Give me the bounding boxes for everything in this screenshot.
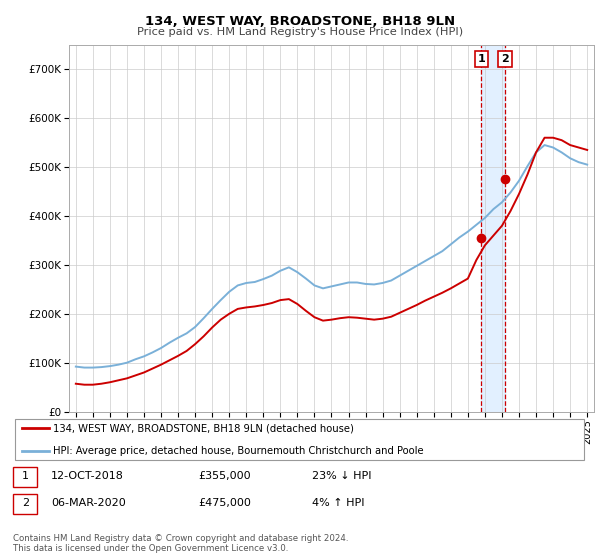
Text: 23% ↓ HPI: 23% ↓ HPI [312,471,371,481]
FancyBboxPatch shape [15,419,584,460]
Text: 2: 2 [22,498,29,508]
Text: £475,000: £475,000 [198,498,251,508]
Text: HPI: Average price, detached house, Bournemouth Christchurch and Poole: HPI: Average price, detached house, Bour… [53,446,424,456]
Text: 1: 1 [478,54,485,64]
Text: 134, WEST WAY, BROADSTONE, BH18 9LN: 134, WEST WAY, BROADSTONE, BH18 9LN [145,15,455,27]
Bar [481,45,505,412]
Text: 134, WEST WAY, BROADSTONE, BH18 9LN (detached house): 134, WEST WAY, BROADSTONE, BH18 9LN (det… [53,423,355,433]
Text: 06-MAR-2020: 06-MAR-2020 [51,498,126,508]
Text: £355,000: £355,000 [198,471,251,481]
Text: 1: 1 [22,471,29,481]
Text: 12-OCT-2018: 12-OCT-2018 [51,471,124,481]
Text: 2: 2 [501,54,509,64]
Text: Price paid vs. HM Land Registry's House Price Index (HPI): Price paid vs. HM Land Registry's House … [137,27,463,37]
Text: 4% ↑ HPI: 4% ↑ HPI [312,498,365,508]
Text: Contains HM Land Registry data © Crown copyright and database right 2024.
This d: Contains HM Land Registry data © Crown c… [13,534,349,553]
